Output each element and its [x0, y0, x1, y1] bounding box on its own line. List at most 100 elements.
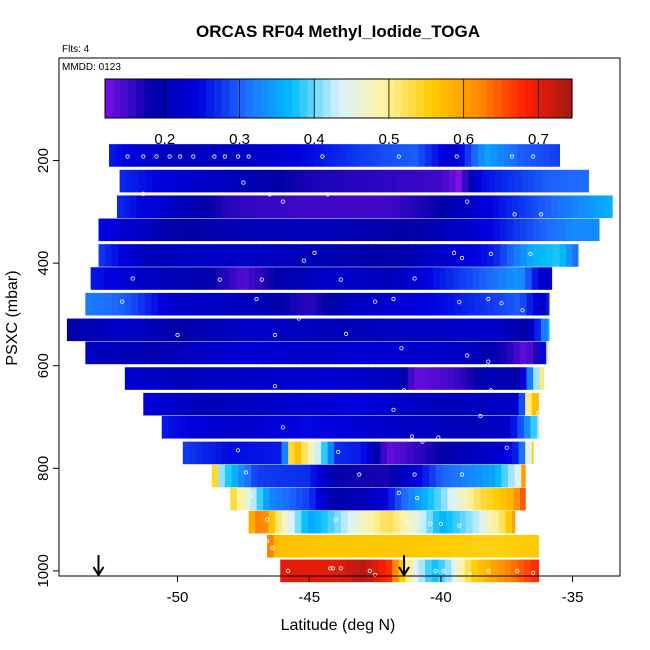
heatmap-cell — [302, 367, 310, 390]
heatmap-cell — [392, 415, 400, 439]
heatmap-cell — [207, 144, 215, 167]
heatmap-cell — [210, 367, 218, 390]
heatmap-cell — [440, 292, 449, 316]
heatmap-cell — [269, 292, 277, 316]
heatmap-cell — [293, 415, 301, 439]
heatmap-cell — [242, 441, 250, 465]
heatmap-cell — [201, 415, 209, 439]
heatmap-cell — [518, 441, 526, 465]
colorbar-cell — [439, 79, 449, 118]
heatmap-cell — [348, 218, 356, 242]
heatmap-cell — [372, 534, 380, 558]
heatmap-cell — [461, 169, 470, 193]
heatmap-cell — [506, 487, 514, 511]
heatmap-cell — [343, 318, 351, 342]
heatmap-cell — [531, 392, 539, 416]
heatmap-cell — [458, 144, 466, 167]
colorbar-cell — [167, 79, 176, 118]
heatmap-cell — [394, 292, 402, 316]
heatmap-cell — [361, 341, 370, 365]
colorbar-cell — [463, 79, 472, 118]
heatmap-cell — [288, 441, 296, 465]
heatmap-cell — [131, 292, 139, 316]
heatmap-cell — [519, 341, 528, 365]
heatmap-cell — [177, 244, 185, 267]
heatmap-cell — [321, 195, 329, 219]
heatmap-cell — [488, 169, 496, 193]
heatmap-cell — [350, 318, 358, 342]
sample-point — [357, 472, 362, 477]
heatmap-cell — [472, 441, 480, 465]
colorbar-cell — [159, 79, 168, 118]
heatmap-cell — [220, 415, 229, 439]
colorbar-cell — [525, 79, 534, 118]
layer-band-5 — [90, 267, 553, 290]
heatmap-cell — [510, 144, 518, 167]
heatmap-cell — [182, 267, 190, 290]
heatmap-cell — [290, 318, 298, 342]
sample-point — [441, 568, 446, 574]
heatmap-cell — [315, 292, 323, 316]
heatmap-cell — [567, 169, 575, 193]
heatmap-cell — [126, 318, 134, 342]
heatmap-cell — [460, 487, 468, 511]
heatmap-cell — [505, 510, 513, 534]
heatmap-cell — [431, 559, 439, 583]
heatmap-cell — [500, 341, 508, 365]
heatmap-cell — [587, 169, 589, 193]
heatmap-cell — [165, 318, 173, 342]
heatmap-cell — [123, 195, 131, 219]
heatmap-cell — [321, 510, 329, 534]
heatmap-cell — [302, 487, 310, 511]
heatmap-cell — [286, 144, 294, 167]
heatmap-cell — [419, 267, 428, 290]
heatmap-cell — [484, 559, 492, 583]
heatmap-cell — [365, 144, 374, 167]
heatmap-cell — [202, 441, 210, 465]
heatmap-cell — [66, 318, 75, 342]
heatmap-cell — [506, 367, 514, 390]
heatmap-cell — [433, 441, 441, 465]
heatmap-cell — [111, 341, 119, 365]
heatmap-cell — [464, 144, 472, 167]
heatmap-cell — [465, 510, 474, 534]
heatmap-cell — [314, 510, 322, 534]
heatmap-cell — [413, 510, 421, 534]
heatmap-cell — [118, 292, 126, 316]
sample-point — [454, 572, 459, 578]
heatmap-cell — [402, 464, 410, 488]
heatmap-cell — [168, 415, 176, 439]
heatmap-cell — [119, 318, 127, 342]
heatmap-cell — [234, 144, 242, 167]
heatmap-cell — [359, 415, 367, 439]
heatmap-cell — [393, 392, 401, 416]
heatmap-cell — [307, 510, 316, 534]
colorbar-cell — [190, 79, 199, 118]
heatmap-cell — [159, 318, 167, 342]
heatmap-cell — [236, 244, 244, 267]
heatmap-cell — [261, 510, 269, 534]
heatmap-cell — [464, 559, 472, 583]
heatmap-cell — [546, 292, 550, 316]
heatmap-cell — [381, 244, 389, 267]
heatmap-cell — [540, 318, 549, 342]
heatmap-cell — [132, 318, 140, 342]
heatmap-cell — [486, 487, 495, 511]
heatmap-cell — [398, 415, 406, 439]
heatmap-cell — [332, 144, 341, 167]
heatmap-cell — [195, 392, 204, 416]
heatmap-cell — [490, 415, 499, 439]
heatmap-cell — [396, 464, 404, 488]
heatmap-cell — [307, 195, 316, 219]
heatmap-cell — [539, 244, 547, 267]
heatmap-cell — [525, 267, 533, 290]
heatmap-cell — [170, 218, 179, 242]
heatmap-cell — [126, 169, 134, 193]
sample-point — [330, 566, 335, 571]
heatmap-cell — [360, 195, 368, 219]
heatmap-cell — [452, 441, 460, 465]
heatmap-cell — [518, 195, 526, 219]
heatmap-cell — [280, 415, 288, 439]
heatmap-cell — [256, 218, 264, 242]
heatmap-cell — [361, 292, 370, 316]
